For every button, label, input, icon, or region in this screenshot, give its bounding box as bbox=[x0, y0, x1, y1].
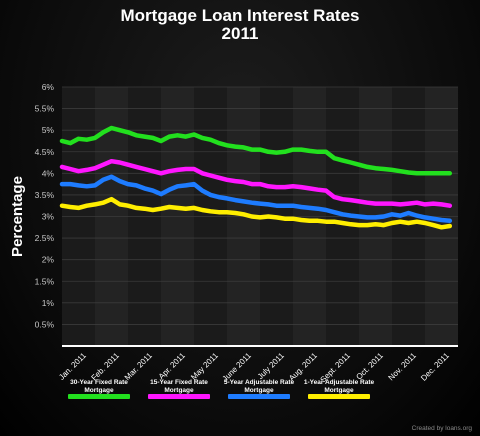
y-tick-label: 4.5% bbox=[35, 147, 55, 157]
legend-label-4: 1-Year Adjustable Rate bbox=[304, 379, 375, 386]
legend-swatch-2 bbox=[148, 394, 210, 399]
x-tick-label: Nov. 2011 bbox=[387, 351, 419, 383]
y-tick-label: 2.5% bbox=[35, 233, 55, 243]
y-axis-label: Percentage bbox=[9, 176, 26, 257]
x-tick-label: Mar. 2011 bbox=[123, 351, 154, 382]
x-tick-label: Feb. 2011 bbox=[89, 351, 121, 383]
x-tick-label: Apr. 2011 bbox=[157, 351, 188, 382]
legend-label-3: 5-Year Adjustable Rate bbox=[224, 379, 295, 386]
legend-label-1: 30-Year Fixed Rate bbox=[70, 379, 128, 386]
x-tick-label: July 2011 bbox=[256, 351, 287, 382]
y-tick-label: 1.5% bbox=[35, 276, 55, 286]
y-tick-label: 3% bbox=[42, 212, 55, 222]
y-tick-label: 5.5% bbox=[35, 104, 55, 114]
y-tick-label: 1% bbox=[42, 298, 55, 308]
series-line-2 bbox=[59, 158, 453, 208]
legend-swatch-1 bbox=[68, 394, 130, 399]
chart-subtitle: 2011 bbox=[221, 24, 259, 43]
x-tick-label: Aug. 2011 bbox=[287, 351, 319, 383]
credit-text: Created by loans.org bbox=[411, 425, 472, 432]
x-tick-label: Dec. 2011 bbox=[419, 351, 451, 383]
legend-label-3-line2: Mortgage bbox=[244, 387, 274, 394]
series-line-1 bbox=[59, 125, 453, 176]
x-tick-label: May 2011 bbox=[189, 351, 220, 382]
y-tick-label: 4% bbox=[42, 168, 55, 178]
legend-swatch-3 bbox=[228, 394, 290, 399]
x-tick-label: Oct. 2011 bbox=[354, 351, 385, 382]
y-tick-label: 3.5% bbox=[35, 190, 55, 200]
legend-label-2: 15-Year Fixed Rate bbox=[150, 379, 208, 386]
legend-label-2-line2: Mortgage bbox=[164, 387, 194, 394]
x-tick-label: Jan. 2011 bbox=[57, 351, 88, 382]
y-tick-label: 6% bbox=[42, 82, 55, 92]
legend-label-4-line2: Mortgage bbox=[324, 387, 354, 394]
series-line-4 bbox=[59, 196, 453, 230]
y-tick-label: 0.5% bbox=[35, 319, 55, 329]
chart-title: Mortgage Loan Interest Rates bbox=[120, 6, 360, 25]
series-line-3 bbox=[59, 174, 453, 224]
legend-label-1-line2: Mortgage bbox=[84, 387, 114, 394]
legend-swatch-4 bbox=[308, 394, 370, 399]
y-tick-label: 2% bbox=[42, 255, 55, 265]
y-tick-label: 5% bbox=[42, 125, 55, 135]
